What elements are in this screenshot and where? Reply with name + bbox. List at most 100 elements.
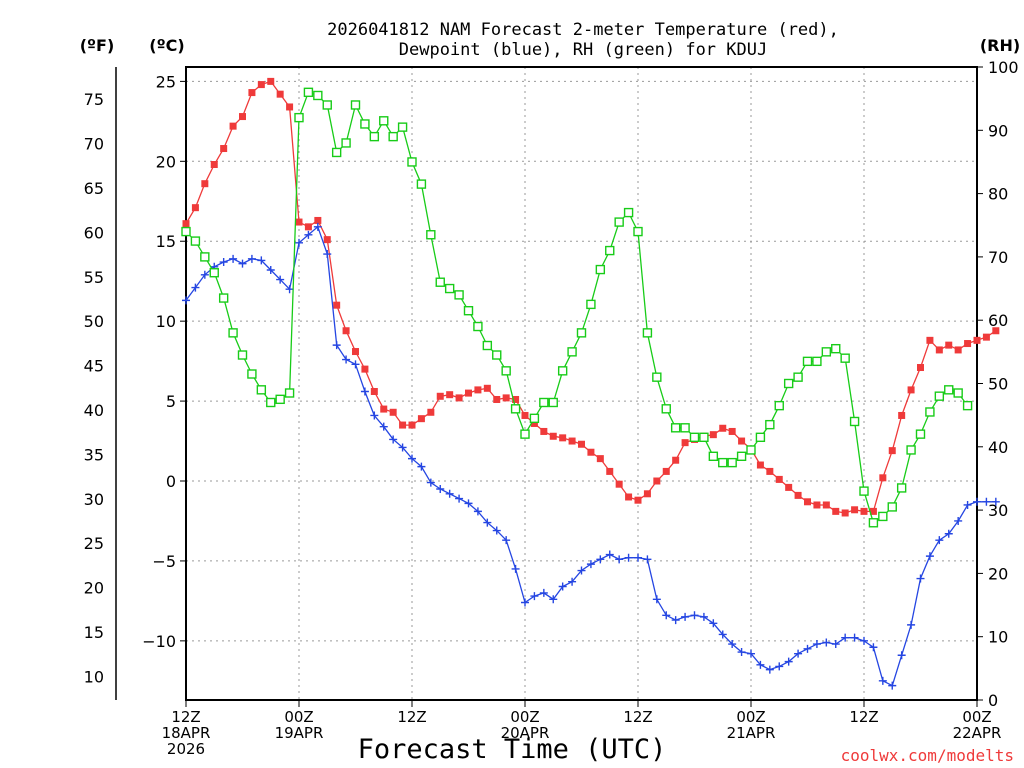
dewpoint-point bbox=[521, 598, 529, 607]
temperature-point bbox=[578, 440, 585, 448]
dewpoint-point bbox=[445, 489, 454, 498]
dewpoint-point bbox=[285, 285, 294, 294]
time-tick-label: 2026 bbox=[167, 740, 205, 758]
fahrenheit-tick-label: 30 bbox=[84, 490, 104, 509]
axes bbox=[115, 66, 983, 707]
dewpoint-point bbox=[549, 595, 558, 604]
dewpoint-point bbox=[643, 555, 652, 564]
dewpoint-point bbox=[530, 592, 539, 601]
temperature-point bbox=[182, 220, 190, 228]
rh-point bbox=[953, 388, 963, 398]
rh-point bbox=[218, 293, 229, 303]
temperature-point bbox=[813, 501, 821, 509]
temperature-point bbox=[794, 491, 802, 499]
fahrenheit-tick-label: 55 bbox=[84, 268, 104, 287]
rh-point bbox=[284, 388, 295, 398]
dewpoint-point bbox=[699, 612, 708, 621]
time-tick-label: 00Z bbox=[962, 708, 991, 726]
dewpoint-point bbox=[426, 478, 435, 487]
rh-point bbox=[181, 226, 191, 237]
rh-point bbox=[492, 350, 502, 360]
temperature-point bbox=[201, 180, 209, 188]
temperature-point bbox=[888, 447, 896, 455]
dewpoint-point bbox=[982, 497, 991, 506]
temperature-point bbox=[973, 336, 981, 344]
temperature-point bbox=[352, 348, 359, 356]
rh-point bbox=[925, 407, 935, 417]
dewpoint-point bbox=[577, 566, 586, 575]
time-tick-label: 12Z bbox=[623, 708, 652, 726]
dewpoint-point bbox=[351, 360, 360, 369]
rh-point bbox=[501, 366, 511, 376]
rh-point bbox=[473, 321, 483, 332]
dewpoint-point bbox=[803, 644, 812, 653]
temperature-point bbox=[662, 467, 670, 475]
dewpoint-point bbox=[935, 536, 944, 545]
temperature-point bbox=[841, 509, 849, 517]
dewpoint-point bbox=[342, 355, 351, 364]
rh-point bbox=[680, 423, 690, 433]
dewpoint-point bbox=[624, 553, 633, 562]
rh-tick-label: 100 bbox=[988, 58, 1019, 77]
dewpoint-point bbox=[219, 258, 228, 267]
temperature-point bbox=[935, 346, 943, 354]
temperature-line-group bbox=[182, 77, 1000, 517]
dewpoint-point bbox=[200, 270, 209, 279]
rh-point bbox=[200, 252, 210, 262]
credit-text: coolwx.com/modelts bbox=[841, 746, 1014, 765]
temperature-point bbox=[728, 427, 736, 435]
temperature-point bbox=[474, 386, 482, 394]
temperature-point bbox=[860, 507, 868, 515]
time-tick-label: 20APR bbox=[501, 724, 550, 742]
fahrenheit-tick-label: 20 bbox=[84, 579, 104, 598]
rh-point bbox=[416, 179, 427, 189]
time-tick-label: 19APR bbox=[275, 724, 324, 742]
temperature-point bbox=[436, 392, 444, 400]
temperature-point bbox=[399, 421, 407, 429]
dewpoint-point bbox=[718, 630, 727, 639]
temperature-point bbox=[239, 113, 246, 121]
rh-point bbox=[934, 391, 945, 401]
fahrenheit-tick-label: 75 bbox=[84, 90, 104, 109]
temperature-point bbox=[982, 333, 990, 341]
temperature-point bbox=[342, 327, 350, 335]
dewpoint-point bbox=[586, 560, 595, 569]
dewpoint-point bbox=[436, 485, 445, 493]
dewpoint-point bbox=[568, 577, 577, 586]
dewpoint-point bbox=[295, 238, 303, 247]
rh-point bbox=[802, 356, 813, 367]
temperature-point bbox=[869, 507, 877, 515]
temperature-point bbox=[568, 437, 576, 445]
dewpoint-point bbox=[238, 259, 247, 268]
celsius-tick-label: 10 bbox=[156, 312, 176, 331]
time-tick-label: 22APR bbox=[953, 724, 1002, 742]
rh-point bbox=[623, 207, 634, 218]
temperature-point bbox=[502, 394, 510, 402]
dewpoint-point bbox=[765, 665, 774, 674]
celsius-tick-label: 5 bbox=[166, 392, 176, 411]
dewpoint-point bbox=[539, 588, 548, 597]
dewpoint-point bbox=[850, 633, 859, 642]
temperature-point bbox=[785, 483, 793, 491]
dewpoint-point bbox=[869, 643, 878, 652]
dewpoint-point bbox=[483, 518, 492, 527]
rh-point bbox=[699, 432, 709, 443]
rh-point bbox=[661, 404, 671, 414]
rh-point bbox=[576, 328, 587, 338]
dewpoint-point bbox=[558, 582, 567, 591]
rh-tick-label: 40 bbox=[988, 438, 1008, 457]
fahrenheit-tick-label: 45 bbox=[84, 357, 104, 376]
temperature-point bbox=[191, 204, 199, 212]
temperature-point bbox=[417, 415, 425, 423]
temperature-point bbox=[643, 490, 651, 498]
temperature-point bbox=[493, 395, 501, 403]
rh-point bbox=[256, 385, 267, 395]
temperature-point bbox=[512, 395, 520, 403]
dewpoint-point bbox=[511, 564, 520, 573]
rh-point bbox=[529, 413, 540, 424]
time-tick-label: 00Z bbox=[510, 708, 539, 726]
dewpoint-point bbox=[822, 638, 831, 647]
temperature-point bbox=[210, 161, 218, 169]
temperature-line bbox=[185, 80, 997, 514]
dewpoint-point bbox=[973, 497, 981, 506]
